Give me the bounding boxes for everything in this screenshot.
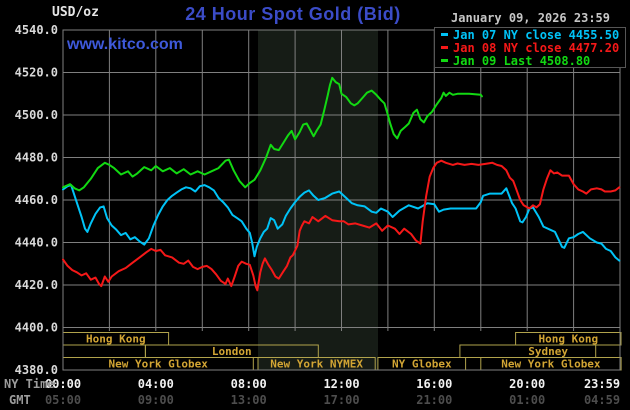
x-tick-gmt: 21:00: [416, 393, 452, 407]
session-label: Sydney: [528, 345, 568, 358]
x-axis-row-label-gmt: GMT: [9, 393, 31, 407]
session-label: New York Globex: [109, 358, 209, 371]
x-tick-gmt: 05:00: [45, 393, 81, 407]
legend-item-jan-09: Jan 09 Last 4508.80: [441, 54, 625, 68]
y-axis-units-label: USD/oz: [52, 5, 99, 20]
x-axis-row-label-ny: NY Time: [4, 377, 55, 391]
y-tick-label: 4380.0: [15, 363, 58, 377]
gridlines: [63, 30, 620, 370]
legend-label: Jan 07 NY close 4455.50: [453, 28, 620, 42]
x-tick-gmt: 17:00: [323, 393, 359, 407]
x-tick-ny: 00:00: [45, 377, 81, 391]
series-line-jan-08: [62, 159, 621, 292]
chart-datetime: January 09, 2026 23:59: [451, 11, 610, 25]
x-tick-ny: 08:00: [231, 377, 267, 391]
legend-item-jan-08: Jan 08 NY close 4477.20: [441, 41, 625, 55]
y-tick-label: 4480.0: [15, 151, 58, 165]
y-tick-label: 4400.0: [15, 321, 58, 335]
series-line-jan-09: [62, 76, 483, 192]
x-tick-gmt: 04:59: [584, 393, 620, 407]
plot-border: [62, 29, 621, 371]
legend-label: Jan 08 NY close 4477.20: [453, 41, 620, 55]
session-label: New York NYMEX: [270, 358, 363, 371]
session-label: New York Globex: [501, 358, 601, 371]
session-label: Hong Kong: [86, 333, 146, 346]
y-tick-label: 4500.0: [15, 108, 58, 122]
legend-dash-icon: [441, 46, 448, 49]
y-tick-label: 4520.0: [15, 66, 58, 80]
x-tick-ny: 04:00: [138, 377, 174, 391]
series-line-jan-07: [62, 184, 621, 262]
y-tick-label: 4440.0: [15, 236, 58, 250]
x-tick-ny: 16:00: [416, 377, 452, 391]
y-tick-label: 4540.0: [15, 23, 58, 37]
chart-title: 24 Hour Spot Gold (Bid): [185, 4, 401, 24]
session-label: NY Globex: [392, 358, 452, 371]
x-tick-gmt: 01:00: [509, 393, 545, 407]
legend-dash-icon: [441, 59, 448, 62]
kitco-watermark-link[interactable]: www.kitco.com: [67, 36, 183, 53]
legend: Jan 07 NY close 4455.50 Jan 08 NY close 4…: [434, 27, 626, 68]
legend-label: Jan 09 Last 4508.80: [453, 54, 591, 68]
x-tick-ny: 20:00: [509, 377, 545, 391]
session-label: Hong Kong: [538, 333, 598, 346]
y-tick-label: 4420.0: [15, 278, 58, 292]
x-tick-gmt: 09:00: [138, 393, 174, 407]
session-label: London: [212, 345, 252, 358]
legend-dash-icon: [441, 33, 448, 36]
x-tick-ny: 23:59: [584, 377, 620, 391]
legend-item-jan-07: Jan 07 NY close 4455.50: [441, 28, 625, 42]
x-tick-gmt: 13:00: [231, 393, 267, 407]
x-tick-ny: 12:00: [323, 377, 359, 391]
y-tick-label: 4460.0: [15, 193, 58, 207]
